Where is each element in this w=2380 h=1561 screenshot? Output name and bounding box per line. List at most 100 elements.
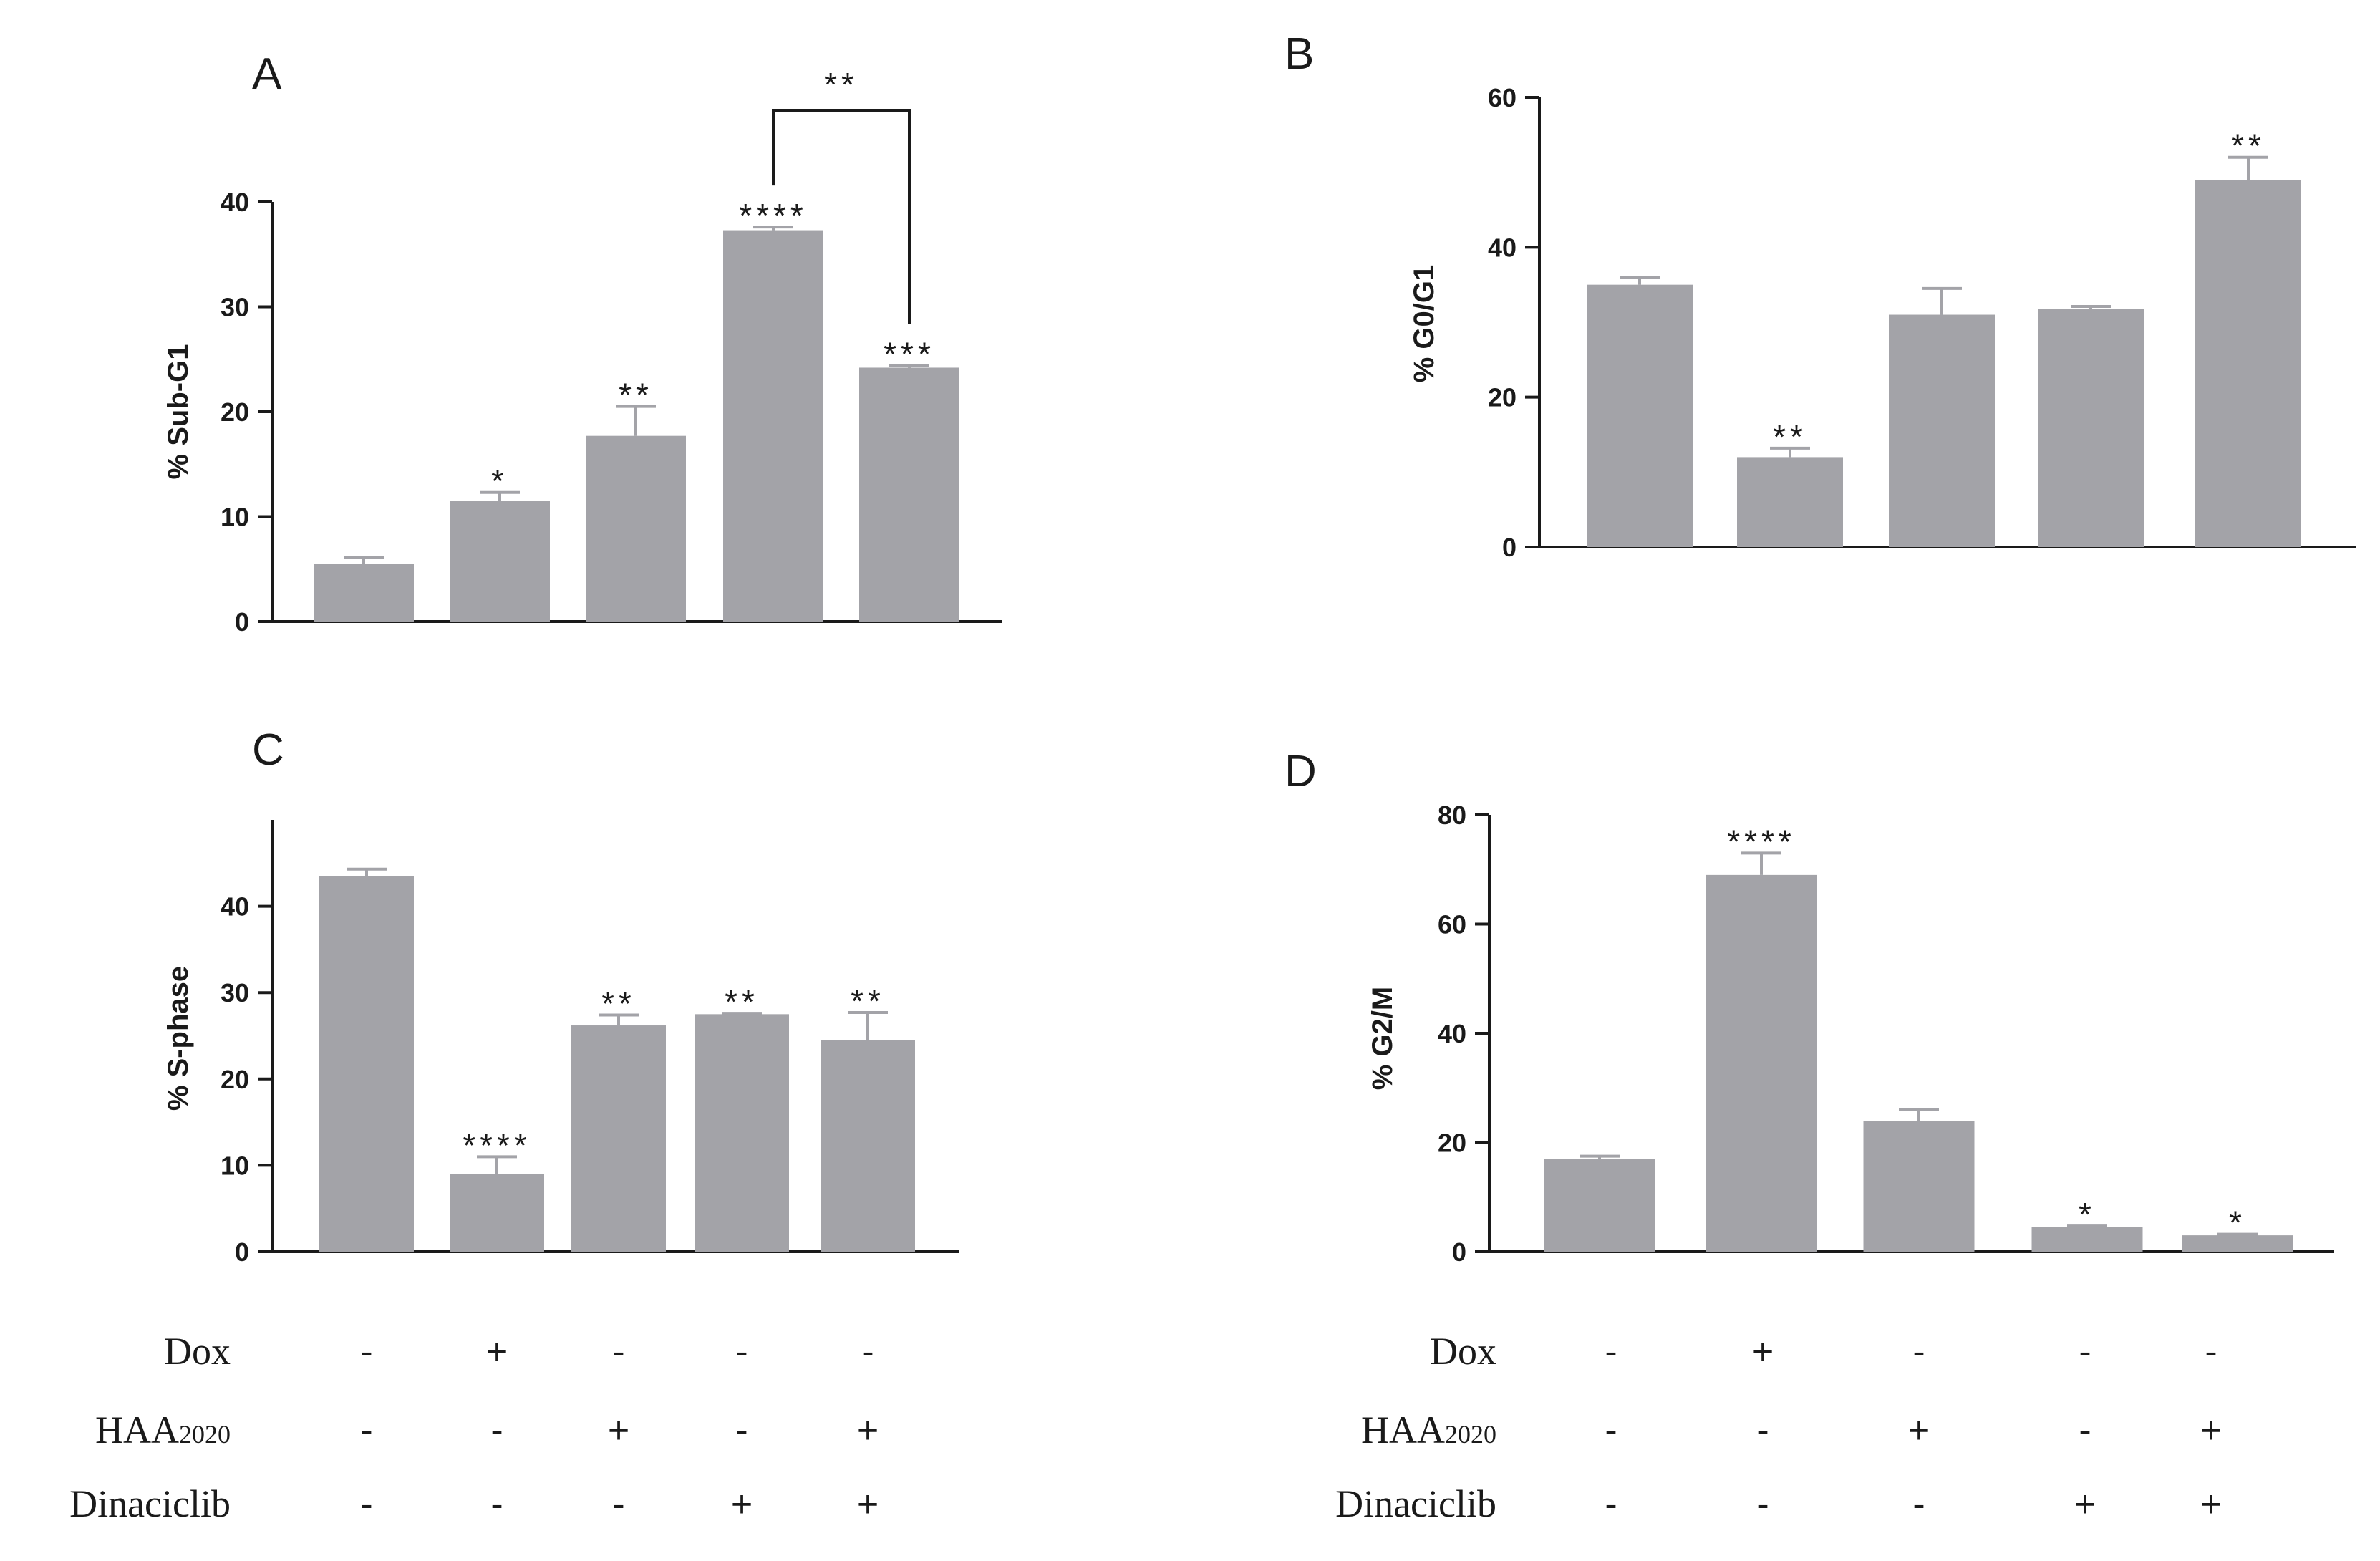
- y-axis-label: % Sub-G1: [163, 344, 194, 480]
- y-axis-label: % S-phase: [163, 966, 194, 1111]
- bar: [1544, 1159, 1655, 1252]
- condition-label: HAA2020: [95, 1408, 231, 1451]
- condition-label-sub: 2020: [179, 1420, 231, 1449]
- condition-value: +: [2074, 1484, 2096, 1525]
- condition-label-main: HAA: [95, 1408, 179, 1451]
- significance-marker: **: [2231, 127, 2265, 165]
- condition-value: -: [2079, 1331, 2091, 1373]
- bar: [2031, 1227, 2143, 1252]
- bar: [2038, 309, 2144, 547]
- condition-value: +: [857, 1484, 879, 1525]
- condition-value: -: [490, 1410, 503, 1451]
- condition-value: +: [2200, 1410, 2222, 1451]
- conditions-left: Dox - + - - - HAA2020 - - + - + Dinaciclib - - - + +: [69, 1330, 879, 1525]
- condition-value: -: [360, 1410, 372, 1451]
- condition-value: +: [1752, 1331, 1774, 1373]
- y-tick-label: 80: [1438, 801, 1466, 830]
- condition-value: -: [735, 1331, 748, 1373]
- panel-letter: D: [1285, 747, 1317, 796]
- condition-label: Dox: [1430, 1330, 1496, 1373]
- condition-label: Dinaciclib: [1335, 1482, 1496, 1525]
- y-tick-label: 20: [1488, 383, 1516, 412]
- condition-value: -: [612, 1484, 624, 1525]
- bar: [586, 435, 686, 622]
- significance-marker: *: [491, 463, 508, 500]
- condition-value: -: [1912, 1484, 1925, 1525]
- bar: [821, 1040, 915, 1252]
- y-tick-label: 60: [1488, 83, 1516, 112]
- y-tick-label: 60: [1438, 910, 1466, 939]
- panel-letter: A: [252, 49, 282, 99]
- bar: [1737, 457, 1843, 547]
- condition-value: -: [1605, 1331, 1617, 1373]
- bar: [2182, 1235, 2293, 1252]
- condition-value: +: [486, 1331, 508, 1373]
- y-tick-label: 40: [221, 892, 249, 922]
- significance-marker: **: [601, 985, 636, 1023]
- condition-value: +: [857, 1410, 879, 1451]
- panel-letter: B: [1285, 29, 1314, 79]
- y-tick-label: 30: [221, 293, 249, 322]
- y-tick-label: 40: [1488, 233, 1516, 262]
- y-tick-label: 30: [221, 978, 249, 1007]
- bracket-significance-marker: **: [824, 66, 858, 103]
- condition-value: -: [1756, 1484, 1769, 1525]
- y-tick-label: 0: [1452, 1237, 1466, 1267]
- condition-label-sub: 2020: [1445, 1420, 1496, 1449]
- significance-marker: **: [725, 983, 759, 1020]
- condition-value: -: [735, 1410, 748, 1451]
- y-tick-label: 0: [235, 1237, 249, 1267]
- bar: [1587, 284, 1693, 547]
- condition-value: -: [1605, 1484, 1617, 1525]
- condition-value: -: [360, 1331, 372, 1373]
- significance-marker: **: [851, 982, 885, 1020]
- bar: [2195, 180, 2301, 548]
- condition-label: Dinaciclib: [69, 1482, 231, 1525]
- bar: [450, 501, 550, 622]
- significance-marker: **: [1773, 418, 1807, 455]
- condition-value: +: [731, 1484, 753, 1525]
- bar: [859, 367, 959, 622]
- condition-value: -: [1912, 1331, 1925, 1373]
- significance-marker: ****: [463, 1126, 531, 1164]
- bar: [319, 876, 414, 1252]
- condition-value: +: [608, 1410, 629, 1451]
- condition-value: +: [2200, 1484, 2222, 1525]
- significance-marker: *: [2079, 1196, 2096, 1233]
- y-tick-label: 20: [221, 1065, 249, 1094]
- y-tick-label: 10: [221, 1151, 249, 1180]
- conditions-right: Dox - + - - - HAA2020 - - + - + Dinaciclib - - - + +: [1335, 1330, 2222, 1525]
- bar: [1889, 314, 1995, 547]
- panel-b: B % G0/G1 0 20 40 60 ** **: [1285, 29, 2356, 562]
- y-tick-label: 0: [1502, 533, 1516, 562]
- y-axis-label: % G2/M: [1367, 987, 1398, 1090]
- bar: [450, 1174, 544, 1252]
- bar: [723, 230, 823, 622]
- condition-value: -: [490, 1484, 503, 1525]
- y-tick-label: 40: [1438, 1019, 1466, 1048]
- bar: [314, 564, 414, 622]
- significance-marker: ****: [1727, 823, 1796, 860]
- significance-marker: *: [2229, 1204, 2246, 1242]
- bar: [1863, 1121, 1975, 1252]
- bar: [695, 1014, 789, 1252]
- condition-label: Dox: [164, 1330, 231, 1373]
- y-tick-label: 40: [221, 188, 249, 217]
- condition-value: +: [1908, 1410, 1930, 1451]
- condition-value: -: [2079, 1410, 2091, 1451]
- bar: [1706, 874, 1817, 1252]
- y-tick-label: 10: [221, 503, 249, 532]
- bar: [571, 1025, 666, 1252]
- condition-value: -: [1756, 1410, 1769, 1451]
- y-tick-label: 20: [221, 397, 249, 427]
- significance-bracket: [772, 109, 911, 324]
- condition-value: -: [861, 1331, 874, 1373]
- significance-marker: ***: [884, 336, 935, 373]
- panel-letter: C: [252, 725, 284, 775]
- condition-value: -: [2205, 1331, 2217, 1373]
- condition-value: -: [1605, 1410, 1617, 1451]
